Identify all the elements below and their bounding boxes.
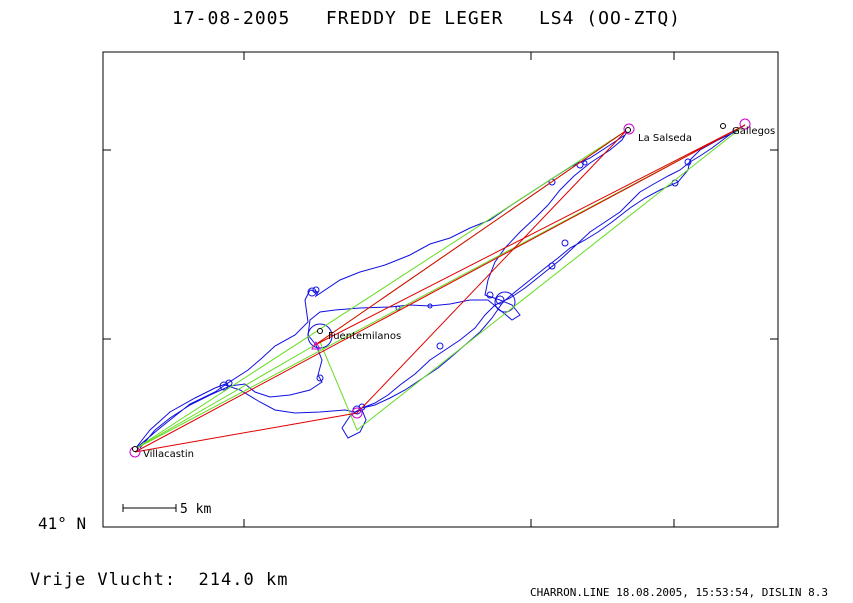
free-flight-label: Vrije Vlucht: <box>30 570 177 590</box>
map-ticks <box>103 52 778 527</box>
glider-id: LS4 (OO-ZTQ) <box>538 8 681 29</box>
declared-course <box>134 124 746 453</box>
flight-date: 17-08-2005 <box>171 8 291 29</box>
free-flight-distance: 214.0 km <box>198 570 289 590</box>
map-frame <box>102 51 779 528</box>
latitude-label: 41° N <box>38 514 87 533</box>
place-label-fuentemilanos: Fuentemilanos <box>328 331 401 342</box>
place-markers <box>132 123 726 452</box>
scale-label: 5 km <box>180 502 211 517</box>
place-marker-fuentemilanos <box>317 328 323 334</box>
pilot-name: FREDDY DE LEGER <box>325 8 504 29</box>
turnpoint-markers <box>129 118 751 458</box>
thermal-circles <box>219 158 692 415</box>
scale-bar <box>122 504 177 512</box>
place-label-gallegos: Gallegos <box>732 126 775 137</box>
free-flight-summary: Vrije Vlucht: 214.0 km <box>30 570 288 590</box>
place-label-villacastin: Villacastin <box>143 449 194 460</box>
place-marker-gallegos <box>720 123 726 129</box>
place-label-la-salseda: La Salseda <box>638 133 692 144</box>
place-marker-la-salseda <box>625 127 631 133</box>
software-info: CHARRON.LINE 18.08.2005, 15:53:54, DISLI… <box>529 586 828 599</box>
flight-title: 17-08-2005 FREDDY DE LEGER LS4 (OO-ZTQ) <box>0 8 853 29</box>
place-marker-villacastin <box>132 446 138 452</box>
gps-track <box>134 124 746 450</box>
